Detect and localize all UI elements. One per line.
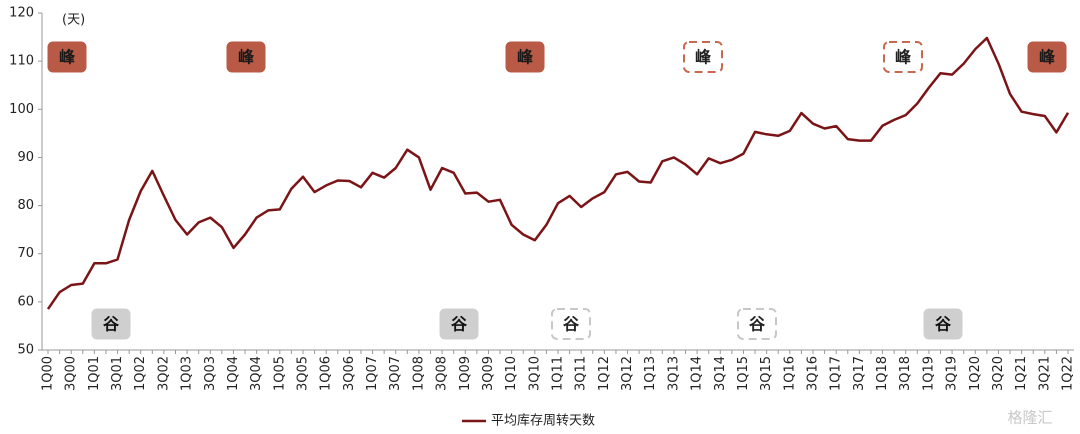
x-tick-label: 1Q19 <box>921 356 936 391</box>
x-tick-label: 3Q15 <box>759 356 774 391</box>
troughs-box <box>439 308 479 340</box>
y-tick-label: 110 <box>9 54 34 69</box>
y-tick-label: 80 <box>17 198 34 213</box>
peaks-box <box>47 41 87 73</box>
x-tick-label: 1Q03 <box>180 356 195 391</box>
peaks-label: 峰 <box>59 48 76 67</box>
troughs-box <box>923 308 963 340</box>
x-tick-label: 3Q07 <box>388 356 403 391</box>
x-tick-label: 3Q20 <box>991 356 1006 391</box>
data-line <box>46 36 1070 310</box>
x-tick-label: 3Q02 <box>156 356 171 391</box>
peaks-box <box>1027 41 1067 73</box>
y-tick-label: 120 <box>9 6 34 21</box>
x-tick-label: 1Q18 <box>875 356 890 391</box>
x-tick-label: 1Q22 <box>1061 356 1076 391</box>
x-tick-label: 1Q05 <box>272 356 287 391</box>
x-tick-label: 3Q03 <box>203 356 218 391</box>
y-tick-label: 100 <box>9 102 34 117</box>
x-tick-label: 3Q08 <box>435 356 450 391</box>
x-tick-label: 3Q21 <box>1037 356 1052 391</box>
y-tick-label: 70 <box>17 246 34 261</box>
x-tick-label: 1Q12 <box>597 356 612 391</box>
x-tick-label: 1Q21 <box>1014 356 1029 391</box>
x-tick-label: 3Q16 <box>806 356 821 391</box>
troughs-label: 谷 <box>451 315 468 334</box>
x-tick-label: 3Q04 <box>249 356 264 391</box>
x-tick-label: 1Q13 <box>643 356 658 391</box>
x-tick-label: 3Q14 <box>713 356 728 391</box>
peaks-label: 峰 <box>238 48 255 67</box>
x-tick-label: 1Q17 <box>829 356 844 391</box>
troughs-box <box>737 308 777 340</box>
x-tick-label: 1Q06 <box>319 356 334 391</box>
x-tick-label: 3Q10 <box>527 356 542 391</box>
x-tick-label: 1Q00 <box>41 356 56 391</box>
troughs-box <box>551 308 591 340</box>
y-tick-label: 50 <box>17 343 34 358</box>
x-tick-label: 3Q17 <box>852 356 867 391</box>
x-tick-label: 1Q11 <box>551 356 566 391</box>
troughs-label: 谷 <box>749 315 766 334</box>
x-tick-label: 3Q00 <box>64 356 79 391</box>
troughs-box <box>91 308 131 340</box>
x-tick-label: 3Q18 <box>898 356 913 391</box>
x-tick-label: 1Q10 <box>504 356 519 391</box>
x-tick-label: 3Q12 <box>620 356 635 391</box>
peaks-box <box>505 41 545 73</box>
troughs-label: 谷 <box>103 315 120 334</box>
x-tick-label: 3Q11 <box>574 356 589 391</box>
x-tick-label: 1Q04 <box>226 356 241 391</box>
x-tick-label: 1Q01 <box>87 356 102 391</box>
peaks-box <box>883 41 923 73</box>
troughs-label: 谷 <box>563 315 580 334</box>
x-tick-label: 1Q07 <box>365 356 380 391</box>
x-tick-label: 1Q02 <box>133 356 148 391</box>
y-tick-label: 90 <box>17 150 34 165</box>
peaks-box <box>226 41 266 73</box>
peaks-label: 峰 <box>695 48 712 67</box>
x-tick-label: 3Q05 <box>296 356 311 391</box>
peaks-label: 峰 <box>895 48 912 67</box>
x-tick-label: 1Q16 <box>782 356 797 391</box>
peaks-label: 峰 <box>1039 48 1056 67</box>
x-tick-label: 1Q08 <box>411 356 426 391</box>
peaks-label: 峰 <box>517 48 534 67</box>
x-tick-label: 3Q06 <box>342 356 357 391</box>
x-tick-label: 1Q09 <box>458 356 473 391</box>
unit-label: (天) <box>62 13 85 28</box>
troughs-label: 谷 <box>935 315 952 334</box>
watermark: 格隆汇 <box>1007 409 1052 427</box>
x-tick-label: 3Q09 <box>481 356 496 391</box>
x-tick-label: 1Q15 <box>736 356 751 391</box>
x-tick-label: 3Q13 <box>666 356 681 391</box>
peaks-box <box>683 41 723 73</box>
x-tick-label: 1Q14 <box>690 356 705 391</box>
x-tick-label: 3Q01 <box>110 356 125 391</box>
x-tick-label: 3Q19 <box>945 356 960 391</box>
legend-label: 平均库存周转天数 <box>491 413 595 429</box>
y-tick-label: 60 <box>17 294 34 309</box>
x-tick-label: 1Q20 <box>968 356 983 391</box>
